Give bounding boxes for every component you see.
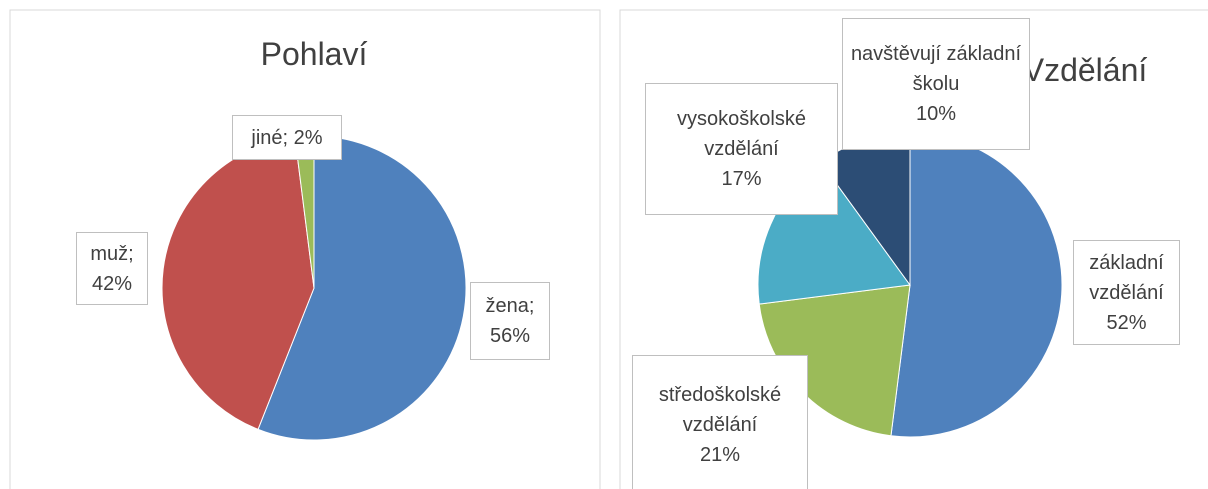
label-separator: ; <box>128 242 134 265</box>
label-value: 10% <box>915 103 957 125</box>
label-value: 42% <box>91 272 133 295</box>
label-value: 52% <box>1106 311 1147 334</box>
label-separator: ; <box>528 295 535 317</box>
label-separator: ; <box>282 126 289 149</box>
data-label: žena; 56% <box>470 282 550 360</box>
data-label: vysokoškolské vzdělání 17% <box>645 83 838 215</box>
chart-title: Pohlaví <box>260 36 368 72</box>
pie-slice <box>890 132 1063 438</box>
label-category: vysokoškolské vzdělání <box>677 108 806 160</box>
data-label: muž; 42% <box>76 232 148 305</box>
label-category: muž; <box>90 242 134 265</box>
data-label: základní vzdělání 52% <box>1073 240 1180 345</box>
label-category: jiné <box>251 126 283 149</box>
panel <box>619 9 1208 489</box>
label-category: středoškolské vzdělání <box>658 384 782 436</box>
panel <box>9 9 601 489</box>
pie-slice <box>257 135 467 441</box>
data-label: jiné; 2% <box>232 115 342 160</box>
label-value: 17% <box>721 168 762 190</box>
label-category: navštěvují základní školu <box>850 43 1022 95</box>
data-label: středoškolské vzdělání 21% <box>632 355 808 489</box>
label-category: základní vzdělání <box>1089 251 1164 304</box>
chart-title: Vzdělání <box>1022 52 1148 88</box>
label-category: žena; <box>485 295 535 317</box>
label-value: 21% <box>699 444 741 466</box>
label-value: 56% <box>489 325 531 347</box>
label-value: 2% <box>293 126 323 149</box>
data-label: navštěvují základní školu 10% <box>842 18 1030 150</box>
